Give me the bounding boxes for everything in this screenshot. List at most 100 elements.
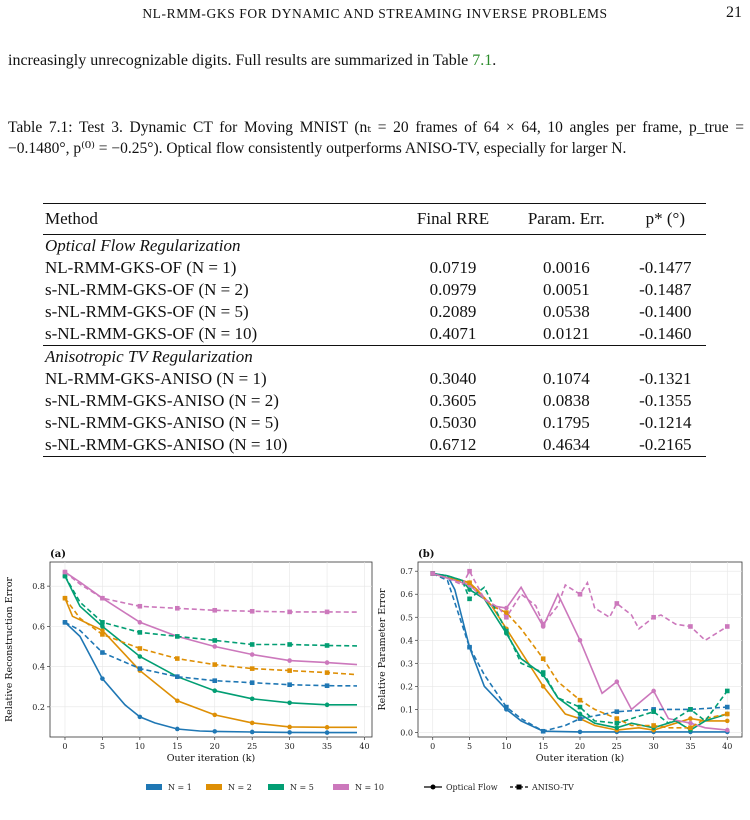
data-point (724, 704, 730, 710)
table-caption: Table 7.1: Test 3. Dynamic CT for Moving… (8, 119, 744, 157)
data-point (467, 580, 472, 586)
data-point (688, 716, 693, 721)
data-point (324, 643, 330, 648)
data-point (577, 637, 583, 643)
x-tick-label: 30 (285, 742, 295, 751)
data-point (724, 688, 730, 694)
table-cell: 0.0016 (542, 258, 590, 277)
data-point (175, 674, 180, 679)
data-point (430, 571, 436, 576)
data-point (324, 670, 330, 675)
data-point (724, 718, 730, 724)
table-cell: NL-RMM-GKS-ANISO (N = 1) (45, 369, 267, 388)
table-cell: -0.1477 (639, 258, 692, 277)
data-point (577, 716, 583, 721)
x-tick-label: 15 (172, 742, 182, 751)
table-reference-link[interactable]: 7.1 (472, 52, 493, 69)
data-point (287, 609, 292, 615)
data-point (100, 595, 105, 601)
x-tick-label: 20 (575, 742, 585, 751)
data-point (651, 707, 656, 712)
x-tick-label: 20 (210, 742, 220, 751)
series-line (64, 571, 358, 613)
table-row: s-NL-RMM-GKS-OF (N = 2) 0.0979 0.0051 -0.14… (43, 279, 706, 301)
table-row: NL-RMM-GKS-ANISO (N = 1) 0.3040 0.1074 -0.1… (43, 368, 706, 390)
data-point (212, 688, 218, 694)
data-point (467, 568, 472, 574)
data-point (688, 707, 693, 712)
series-aniso-tv-N2 (62, 595, 358, 676)
y-axis-label: Relative Parameter Error (377, 588, 388, 711)
data-point (62, 595, 68, 601)
paragraph-text: increasingly unrecognizable digits. Full… (8, 52, 473, 69)
data-point (249, 652, 255, 657)
y-tick-label: 0.5 (400, 613, 413, 622)
data-point (614, 720, 620, 726)
data-point (688, 725, 693, 731)
data-point (504, 628, 509, 634)
table-cell: 0.0719 (429, 258, 477, 277)
data-point (249, 608, 255, 614)
table-cell: s-NL-RMM-GKS-ANISO (N = 2) (45, 391, 279, 410)
legend-entry: ANISO-TV (510, 783, 574, 792)
data-point (614, 709, 620, 714)
data-point (249, 729, 255, 735)
table-cell: s-NL-RMM-GKS-ANISO (N = 5) (45, 413, 279, 432)
table-cell: s-NL-RMM-GKS-ANISO (N = 10) (43, 434, 399, 457)
table-cell: -0.1487 (639, 280, 692, 299)
data-point (467, 596, 472, 602)
data-point (212, 662, 218, 667)
data-point (100, 650, 105, 655)
series-line (64, 621, 358, 687)
legend-marker (430, 784, 436, 790)
data-point (212, 638, 218, 643)
data-point (175, 698, 180, 704)
data-point (614, 679, 620, 685)
data-point (324, 730, 330, 735)
data-point (651, 709, 656, 714)
data-point (137, 630, 143, 635)
x-tick-label: 10 (501, 742, 511, 751)
data-point (287, 642, 292, 647)
table-cell: -0.1460 (639, 324, 692, 343)
data-point (577, 704, 583, 710)
data-point (175, 726, 180, 732)
table-row: s-NL-RMM-GKS-OF (N = 5) 0.2089 0.0538 -0.14… (43, 301, 706, 323)
legend-label: N = 1 (168, 783, 192, 792)
legend-label: N = 5 (290, 783, 314, 792)
data-point (212, 729, 218, 734)
section-title: Optical Flow Regularization (43, 234, 706, 257)
table-cell: 0.0051 (542, 280, 590, 299)
series-line (432, 569, 728, 642)
data-point (467, 587, 472, 592)
data-point (137, 654, 143, 659)
legend-label: ANISO-TV (531, 783, 574, 792)
x-tick-label: 10 (135, 742, 145, 751)
legend-swatch (268, 784, 284, 790)
data-point (724, 711, 730, 717)
table-cell: 0.6712 (398, 434, 508, 457)
data-point (212, 712, 218, 718)
x-tick-label: 15 (538, 742, 548, 751)
running-header: NL-RMM-GKS FOR DYNAMIC AND STREAMING INV… (0, 4, 750, 28)
data-point (577, 711, 583, 717)
data-point (249, 666, 255, 671)
legend-entry: N = 10 (333, 783, 384, 792)
y-tick-label: 0.8 (32, 582, 45, 591)
data-point (614, 716, 620, 721)
legend-swatch (206, 784, 222, 790)
table-cell: 0.4071 (429, 324, 477, 343)
data-point (212, 678, 218, 683)
panel-label: (b) (418, 549, 434, 560)
x-axis-label: Outer iteration (k) (536, 753, 624, 764)
table-cell: NL-RMM-GKS-OF (N = 1) (45, 258, 237, 277)
results-table-container: Method Final RRE Param. Err. p* (°) Optical … (43, 203, 706, 457)
data-point (212, 607, 218, 613)
x-tick-label: 5 (100, 742, 105, 751)
table-cell: s-NL-RMM-GKS-OF (N = 2) (45, 280, 249, 299)
legend-entry: N = 5 (268, 783, 314, 792)
table-cell: 0.3605 (429, 391, 477, 410)
data-point (212, 644, 218, 649)
series-line (432, 572, 728, 725)
data-point (137, 620, 143, 625)
